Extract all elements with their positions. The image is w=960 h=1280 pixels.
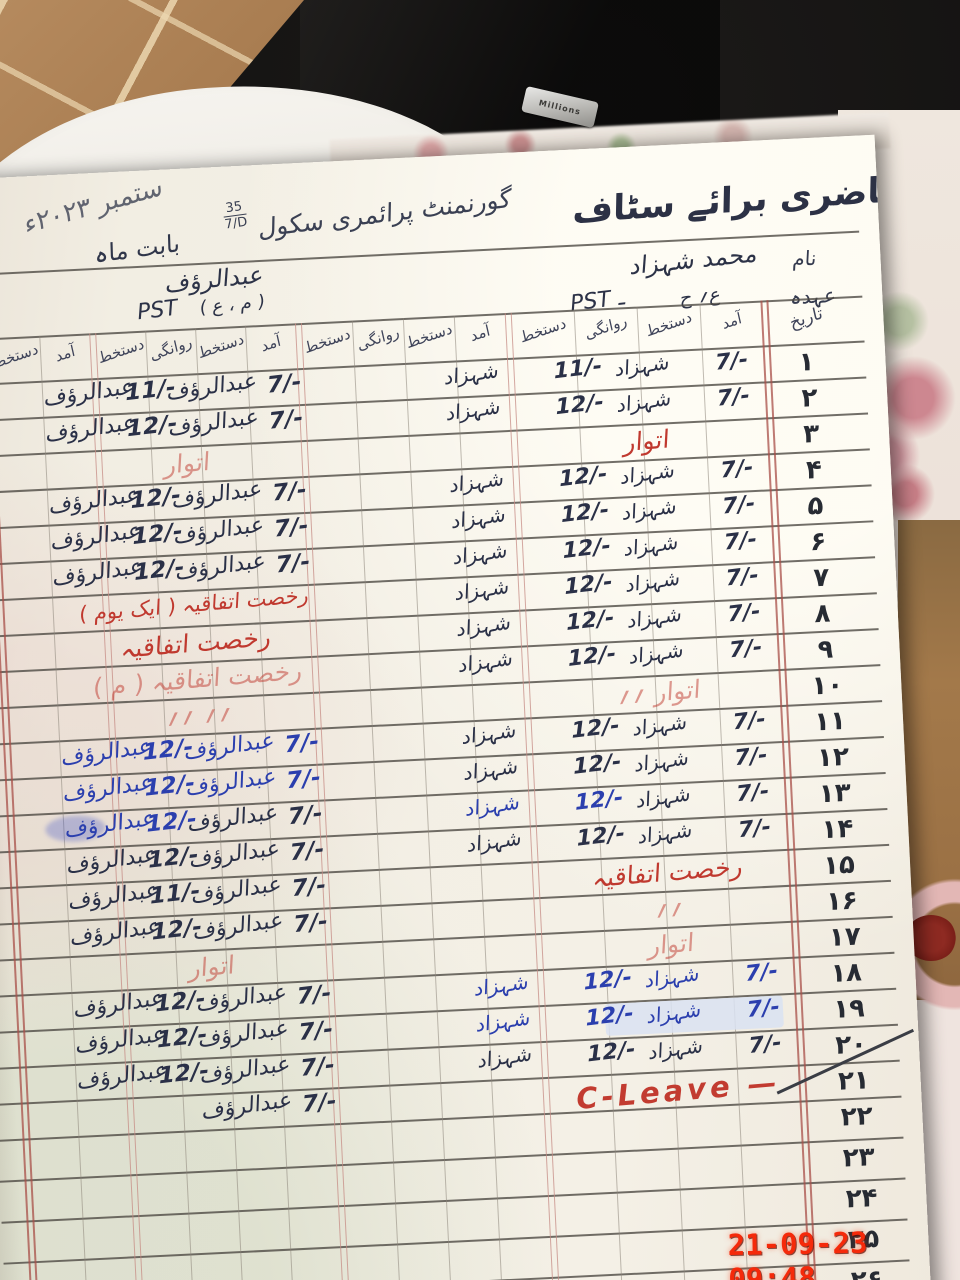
date-cell: ۲۳ bbox=[842, 1141, 875, 1174]
month-year-handwriting: ستمبر ۲۰۲۳ء bbox=[23, 171, 165, 241]
staff1-name: محمد شہزاد bbox=[629, 239, 759, 281]
column-header-signature: دستخط bbox=[196, 329, 246, 363]
staff1-designation: PST ـ bbox=[568, 285, 626, 317]
staff1-name-label: نام bbox=[791, 245, 818, 271]
school-number-bottom: 7/D bbox=[223, 213, 249, 233]
month-label: بابت ماہ bbox=[94, 229, 181, 269]
signature: عبدالرؤف bbox=[43, 374, 135, 412]
date-cell: ۲۲ bbox=[839, 1101, 873, 1133]
column-header-signature: دستخط bbox=[0, 339, 40, 373]
staff2-designation: PST bbox=[135, 295, 180, 326]
column-header-signature: دستخط bbox=[302, 324, 352, 358]
column-header-arrival: آمد bbox=[468, 321, 492, 346]
date-cell: ۲۴ bbox=[845, 1182, 878, 1215]
column-header-signature: دستخط bbox=[518, 313, 568, 347]
zipper-tag-text: Millions bbox=[538, 97, 582, 117]
column-header-departure: روانگی bbox=[148, 332, 194, 365]
school-number-top: 35 bbox=[224, 199, 244, 217]
column-header-arrival: آمد bbox=[53, 341, 77, 366]
staff2-designation-note: ( م ، ع ) bbox=[199, 291, 266, 319]
column-header-departure: روانگی bbox=[355, 322, 401, 355]
register-page: ستمبر ۲۰۲۳ء بابت ماہ گورنمنٹ پرائمری سکو… bbox=[0, 134, 934, 1280]
school-number: 35 7/D bbox=[222, 199, 249, 233]
column-header-signature: دستخط bbox=[644, 307, 694, 341]
school-name: گورنمنٹ پرائمری سکول bbox=[258, 183, 512, 244]
column-header-arrival: آمد bbox=[259, 331, 283, 356]
column-header-arrival: آمد bbox=[720, 308, 744, 334]
camera-timestamp: 21-09-23 09:48 bbox=[727, 1225, 868, 1280]
column-header-signature: دستخط bbox=[96, 334, 146, 368]
column-header-signature: دستخط bbox=[404, 319, 454, 353]
